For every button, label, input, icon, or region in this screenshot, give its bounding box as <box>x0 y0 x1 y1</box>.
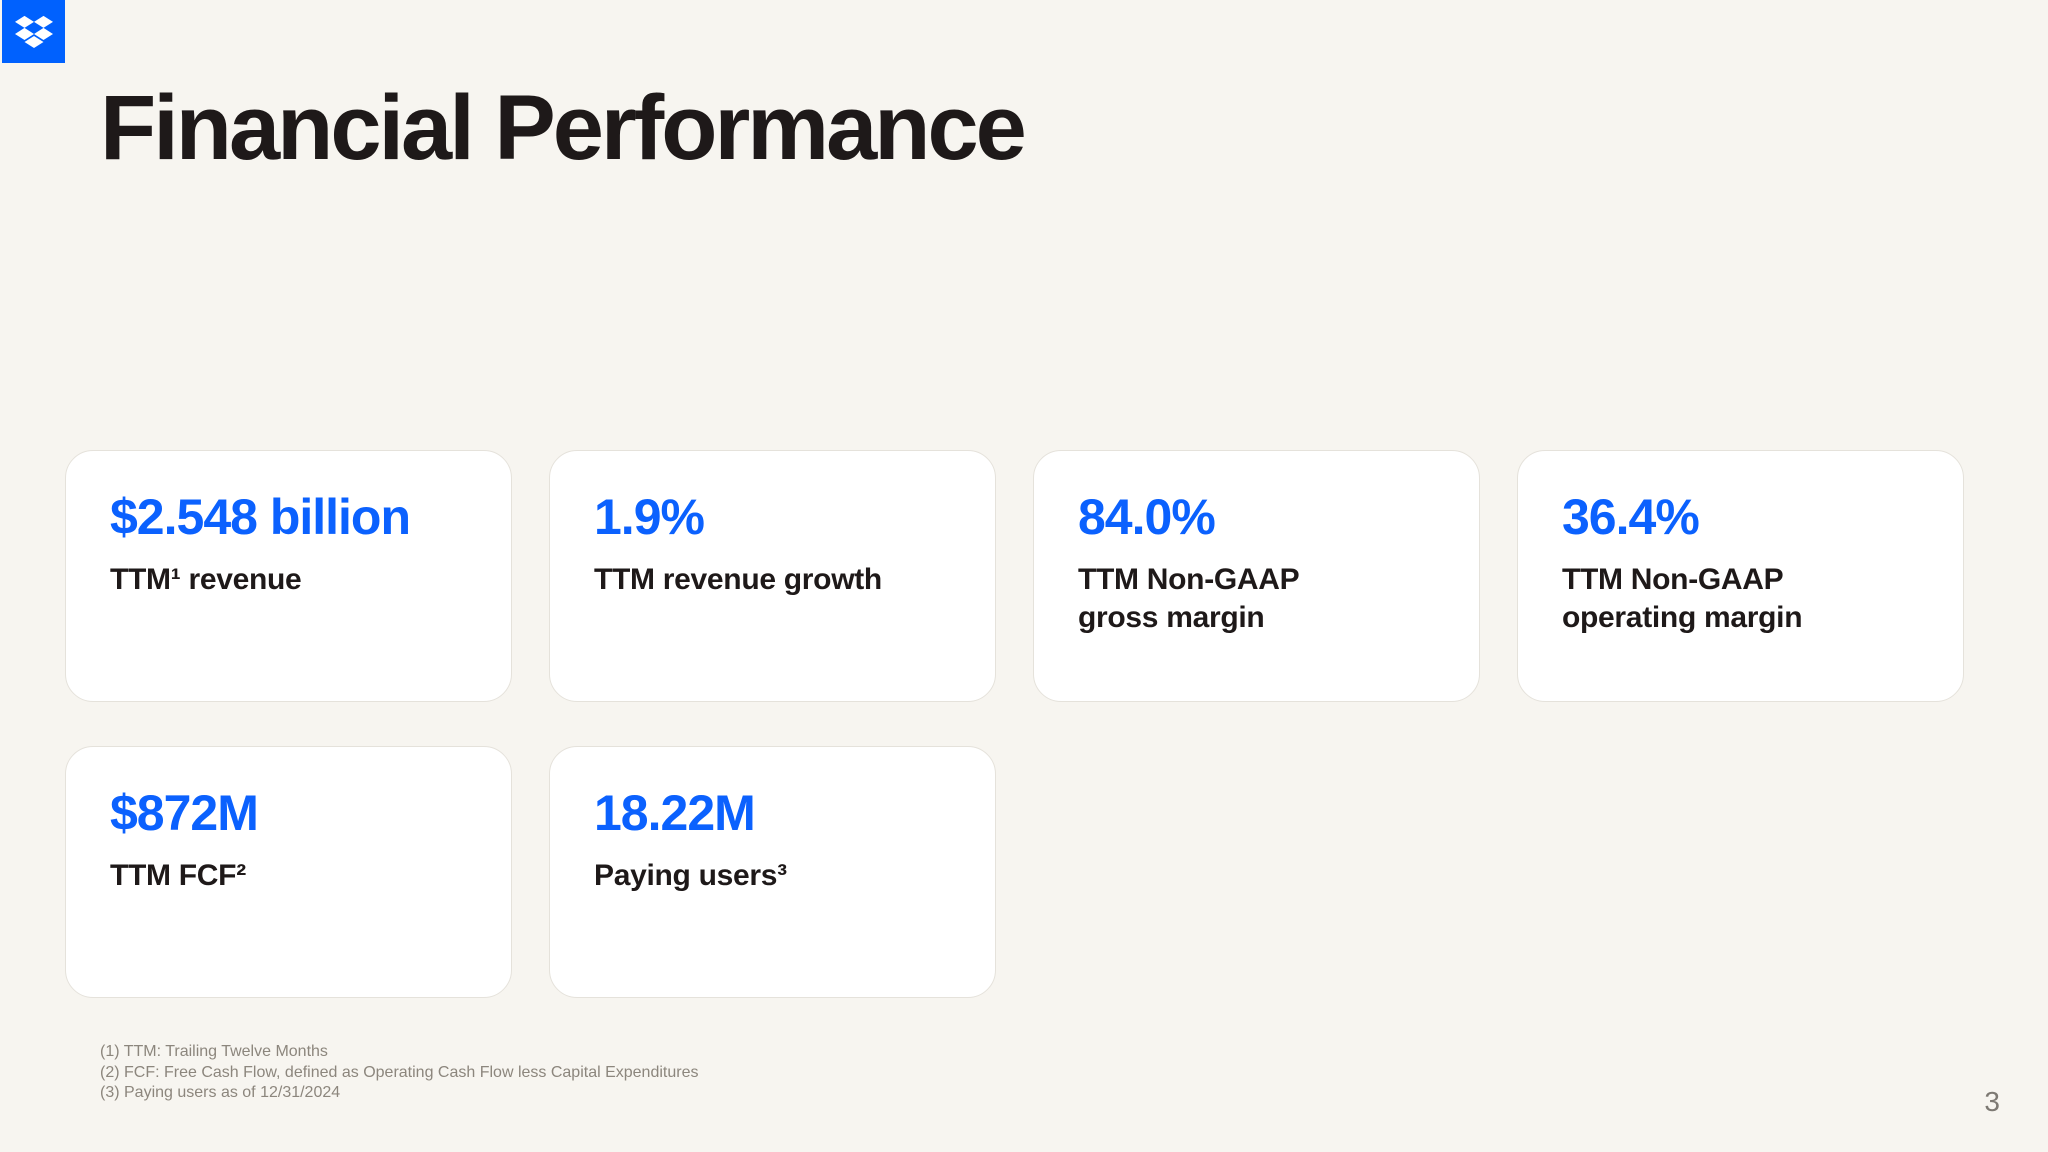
metric-label: TTM Non-GAAP operating margin <box>1562 562 1803 634</box>
metric-label: TTM revenue growth <box>594 562 882 596</box>
footnote-paying-users: (3) Paying users as of 12/31/2024 <box>100 1084 341 1101</box>
metric-card-gross-margin: 84.0% TTM Non-GAAP gross margin <box>1033 450 1480 702</box>
metric-card-revenue-growth: 1.9% TTM revenue growth <box>549 450 996 702</box>
metric-value: $2.548 billion <box>110 489 411 545</box>
metric-cards-grid: $2.548 billion TTM¹ revenue 1.9% TTM rev… <box>65 450 1964 998</box>
metric-card-ttm-revenue: $2.548 billion TTM¹ revenue <box>65 450 512 702</box>
metric-card-paying-users: 18.22M Paying users³ <box>549 746 996 998</box>
metric-value: $872M <box>110 785 259 841</box>
dropbox-icon <box>14 15 53 48</box>
page-title: Financial Performance <box>100 77 1027 179</box>
metric-card-ttm-fcf: $872M TTM FCF² <box>65 746 512 998</box>
page-number: 3 <box>1984 1086 2000 1117</box>
footnotes: (1) TTM: Trailing Twelve Months (2) FCF:… <box>100 1042 698 1104</box>
footnote-ttm: (1) TTM: Trailing Twelve Months <box>100 1043 328 1060</box>
footnote-fcf: (2) FCF: Free Cash Flow, defined as Oper… <box>100 1063 699 1081</box>
metric-value: 1.9% <box>594 489 705 545</box>
dropbox-logo <box>2 0 65 63</box>
metric-label: TTM FCF² <box>110 858 246 892</box>
metric-label: TTM Non-GAAP gross margin <box>1078 562 1300 634</box>
metric-value: 84.0% <box>1078 489 1216 545</box>
metric-label: TTM¹ revenue <box>110 562 302 596</box>
metric-value: 18.22M <box>594 785 756 841</box>
metric-value: 36.4% <box>1562 489 1700 545</box>
metric-card-operating-margin: 36.4% TTM Non-GAAP operating margin <box>1517 450 1964 702</box>
metric-label: Paying users³ <box>594 858 787 892</box>
